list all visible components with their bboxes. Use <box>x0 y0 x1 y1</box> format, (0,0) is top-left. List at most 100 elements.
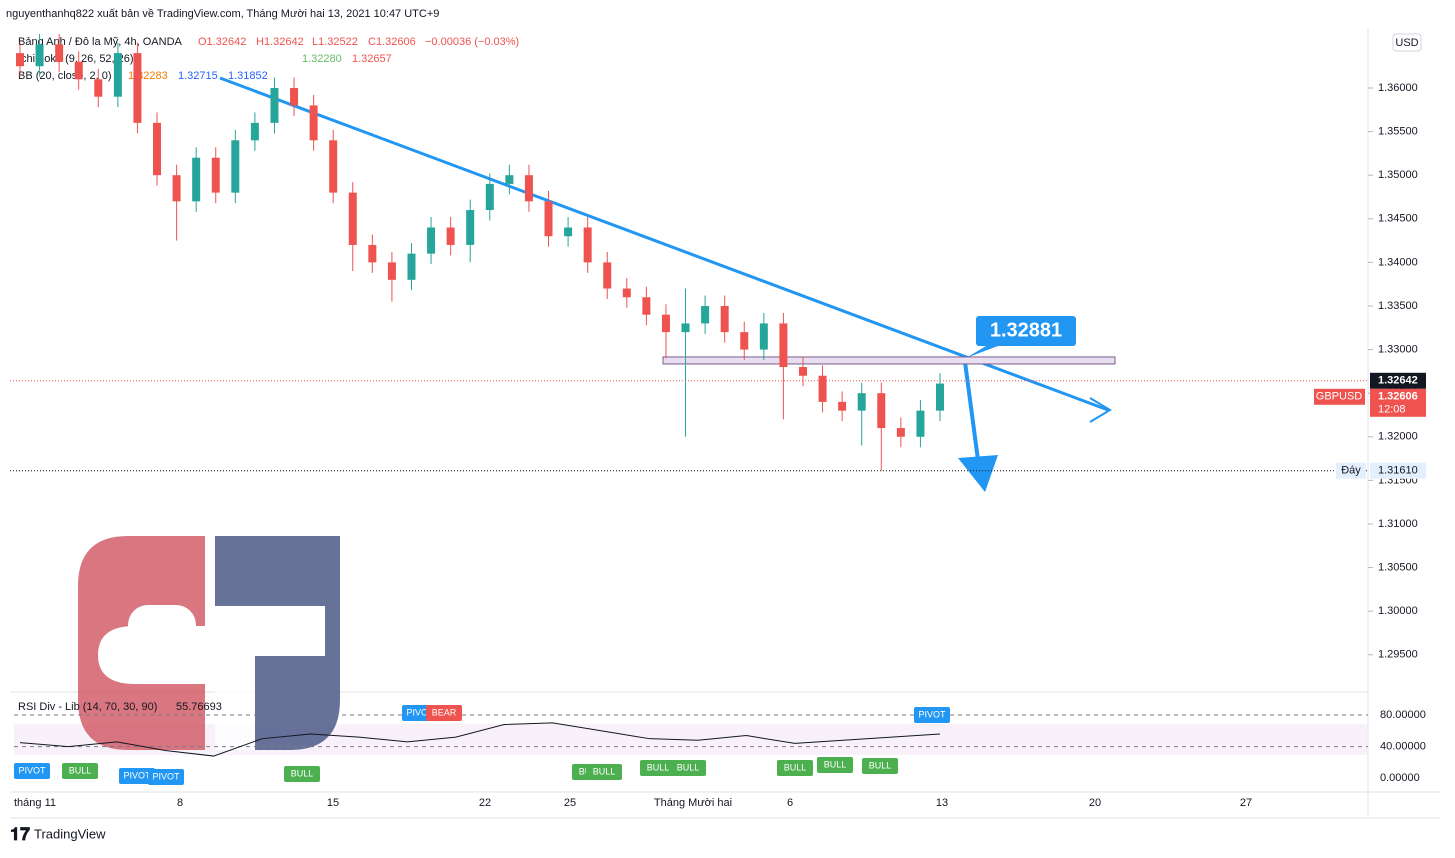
rsi-badge <box>148 769 184 785</box>
y-tick-label: 1.35000 <box>1378 169 1418 181</box>
x-tick-label: 13 <box>936 797 948 809</box>
footer: TradingView <box>34 826 106 841</box>
rsi-badge-label: PIVOT <box>406 707 434 717</box>
candle-body <box>172 175 181 202</box>
x-tick-label: 15 <box>327 797 339 809</box>
rsi-badge-label: PIVOT <box>18 765 46 775</box>
x-tick-label: 8 <box>177 797 183 809</box>
currency-box[interactable] <box>1392 33 1422 52</box>
x-tick-label: 25 <box>564 797 576 809</box>
candle-body <box>916 410 925 437</box>
rsi-title: RSI Div - Lib (14, 70, 30, 90) <box>18 701 157 713</box>
rsi-badge-label: BULL <box>69 765 92 775</box>
rsi-badge <box>284 766 320 782</box>
bb: BB (20, close, 2, 0) <box>18 70 112 82</box>
candle-body <box>779 323 788 368</box>
candle-body <box>505 175 514 184</box>
candle-body <box>701 305 710 324</box>
x-tick-label: 27 <box>1240 797 1252 809</box>
candle-body <box>231 140 240 193</box>
rsi-badge <box>914 707 950 723</box>
x-tick-label: Tháng Mười hai <box>654 797 732 809</box>
rsi-badge-label: BEAR <box>432 707 457 717</box>
rsi-badge <box>777 760 813 776</box>
candle-body <box>368 244 377 263</box>
ohlc-close: C1.32606 <box>368 36 416 48</box>
y-tick-label: 1.31000 <box>1378 518 1418 530</box>
currency[interactable]: USD <box>1395 37 1418 49</box>
y-tick-label: 1.32000 <box>1378 431 1418 443</box>
candle-body <box>407 253 416 280</box>
trendline <box>219 76 1109 412</box>
rsi-badge-label: BULL <box>677 762 700 772</box>
candle-body <box>348 192 357 245</box>
ohlc-high: H1.32642 <box>256 36 304 48</box>
candle-body <box>387 262 396 280</box>
candle-body <box>113 53 122 97</box>
candle-body <box>642 297 651 315</box>
rsi-line <box>19 722 941 757</box>
bottom-box <box>1370 462 1426 479</box>
candle-body <box>485 183 494 211</box>
candle-body <box>35 44 44 67</box>
y-tick-label: 1.29500 <box>1378 649 1418 661</box>
current-label: 1.32606 <box>1378 391 1418 403</box>
rsi-tick-label: 80.00000 <box>1380 709 1426 721</box>
candle-body <box>524 175 533 202</box>
candle-body <box>446 227 455 245</box>
candle-body <box>153 122 162 176</box>
candle-body <box>270 87 279 123</box>
resistance-box <box>976 316 1076 346</box>
candle-body <box>133 53 142 123</box>
candle-body <box>16 53 24 67</box>
symbol-box <box>1314 388 1365 405</box>
y-tick-label: 1.33000 <box>1378 343 1418 355</box>
candle-body <box>192 157 201 202</box>
rsi-tick-label: 40.00000 <box>1380 740 1426 752</box>
y-tick-label: 1.33500 <box>1378 300 1418 312</box>
bottom-name-box <box>1336 462 1366 479</box>
rsi-badge <box>640 760 676 776</box>
candle-body <box>681 323 690 333</box>
candle-body <box>720 305 729 333</box>
rsi-badge <box>817 757 853 773</box>
rsi-badge-label: BULL <box>824 759 847 769</box>
rsi-badge <box>862 758 898 774</box>
rsi-badge <box>586 764 622 780</box>
candle-body <box>622 288 631 298</box>
candle-body <box>466 210 475 245</box>
rsi-badge-label: BULL <box>784 762 807 772</box>
candle-body <box>211 157 220 193</box>
y-tick-label: 1.34000 <box>1378 256 1418 268</box>
candle-body <box>759 323 768 350</box>
down-arrow <box>963 361 980 461</box>
candle-body <box>857 393 866 411</box>
rsi-badge-label: BULL <box>593 766 616 776</box>
rsi-badge <box>670 760 706 776</box>
candle-body <box>427 227 436 254</box>
candle-body <box>290 87 299 106</box>
x-tick-label: 6 <box>787 797 793 809</box>
trend-arrow <box>1089 397 1112 423</box>
down-arrow-head <box>958 455 998 492</box>
candle-body <box>936 383 944 411</box>
ichimoku-value: 1.32657 <box>352 53 392 65</box>
y-tick-label: 1.35500 <box>1378 125 1418 137</box>
rsi-badge-label: PIVOT <box>123 770 151 780</box>
rsi-badge-label: PIVOT <box>918 709 946 719</box>
y-tick-label: 1.34500 <box>1378 213 1418 225</box>
y-tick-label: 1.36000 <box>1378 82 1418 94</box>
x-tick-label: 22 <box>479 797 491 809</box>
candle-body <box>818 375 827 402</box>
ichimoku: Ichimoku (9, 26, 52, 26) <box>18 53 134 65</box>
candle-body <box>661 314 670 333</box>
rsi-badge <box>14 763 50 779</box>
candle-body <box>564 227 573 237</box>
candle-body <box>94 79 103 97</box>
y-tick-label: 1.30000 <box>1378 605 1418 617</box>
tv-icon: 𝟏𝟕 <box>10 824 30 844</box>
bottom-label: 1.31610 <box>1378 465 1418 477</box>
countdown: 12:08 <box>1378 404 1406 416</box>
candle-body <box>877 393 886 429</box>
rsi-badge-label: PIVOT <box>152 771 180 781</box>
